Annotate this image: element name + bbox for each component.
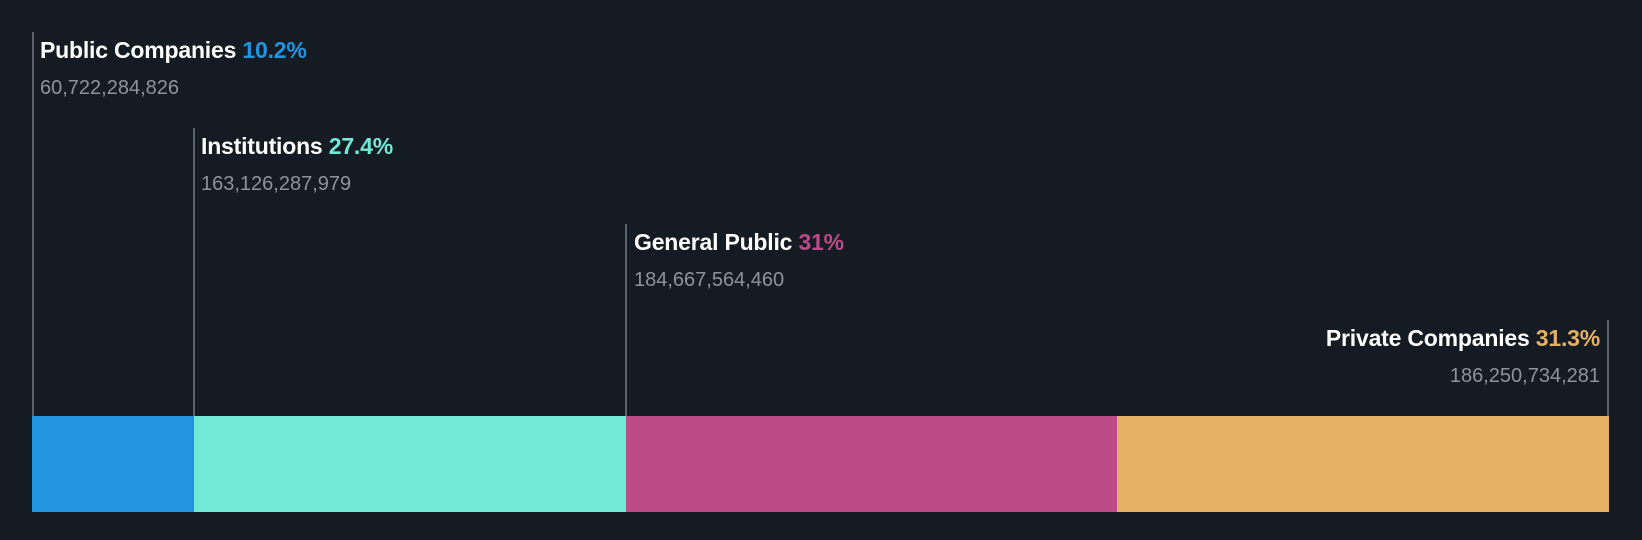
share-count: 163,126,287,979 [201, 173, 352, 195]
label-institutions: Institutions 27.4% 163,126,287,979 [201, 132, 393, 196]
share-count: 184,667,564,460 [634, 269, 785, 291]
category-name: Private Companies [1325, 325, 1530, 351]
bar-segment-public-companies [32, 416, 194, 512]
marker-line-public-companies [32, 32, 34, 416]
share-count: 60,722,284,826 [40, 77, 180, 99]
marker-line-private-companies [1607, 320, 1609, 416]
label-title: Public Companies 10.2% [40, 36, 307, 64]
bar-segment-general-public [626, 416, 1117, 512]
category-name: Public Companies [40, 37, 237, 63]
bar-segment-private-companies [1117, 416, 1609, 512]
percent-value: 27.4% [328, 133, 393, 159]
percent-value: 31.3% [1535, 325, 1600, 351]
label-private-companies: Private Companies 31.3% 186,250,734,281 [1326, 324, 1600, 388]
category-name: General Public [634, 229, 793, 255]
percent-value: 10.2% [242, 37, 307, 63]
label-general-public: General Public 31% 184,667,564,460 [634, 228, 844, 292]
label-title: Institutions 27.4% [201, 132, 393, 160]
category-name: Institutions [201, 133, 323, 159]
marker-line-general-public [625, 224, 627, 416]
label-public-companies: Public Companies 10.2% 60,722,284,826 [40, 36, 307, 100]
bar-segment-institutions [194, 416, 626, 512]
share-count: 186,250,734,281 [1449, 365, 1600, 387]
label-title: Private Companies 31.3% [1326, 324, 1600, 352]
marker-line-institutions [193, 128, 195, 416]
label-title: General Public 31% [634, 228, 844, 256]
percent-value: 31% [798, 229, 844, 255]
